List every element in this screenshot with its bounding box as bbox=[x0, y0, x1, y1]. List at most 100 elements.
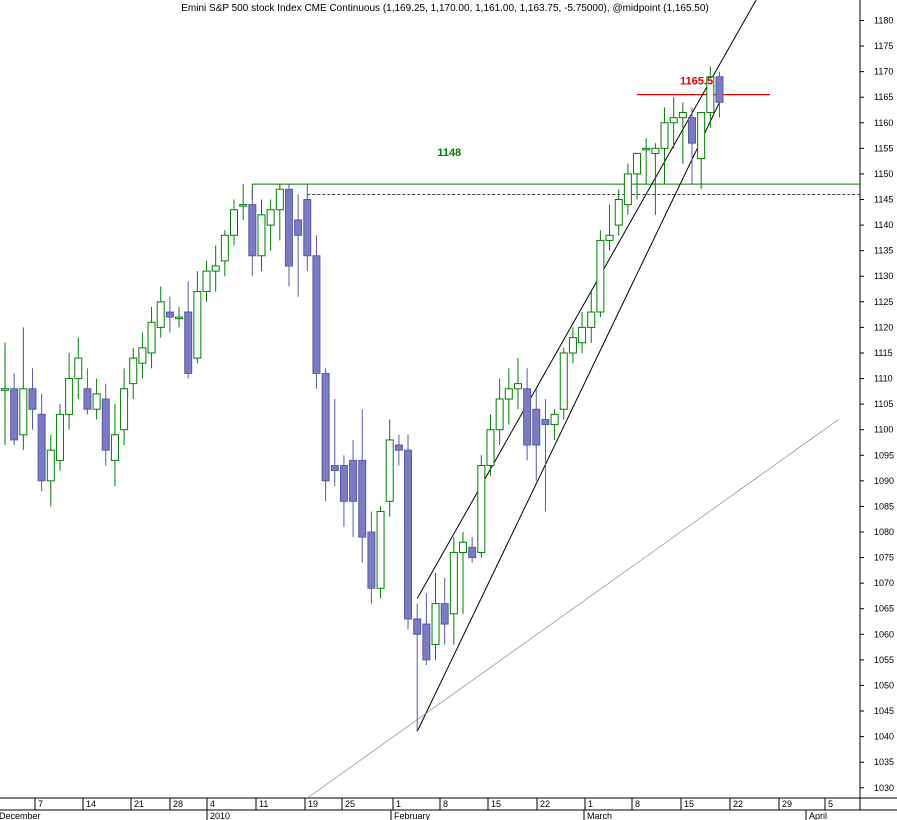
candle-body-up bbox=[19, 388, 28, 436]
candle bbox=[10, 373, 19, 446]
x-tick-label: 28 bbox=[173, 799, 183, 809]
candle bbox=[303, 184, 312, 272]
month-label: December bbox=[0, 811, 41, 820]
candle-body-up bbox=[376, 511, 385, 589]
candle bbox=[715, 71, 724, 118]
trendline-channel-lower bbox=[416, 102, 720, 732]
candle-body-down bbox=[248, 204, 257, 257]
candle-body-down bbox=[394, 444, 403, 451]
candle-body-down bbox=[330, 465, 339, 472]
candle-body-up bbox=[706, 76, 715, 114]
candle bbox=[257, 199, 266, 272]
y-tick-label: 1070 bbox=[874, 578, 894, 588]
candle bbox=[275, 184, 284, 241]
candle-body-up bbox=[65, 378, 74, 415]
candle bbox=[239, 184, 248, 220]
x-tick-label: 4 bbox=[210, 799, 215, 809]
candle-body-down bbox=[10, 388, 19, 441]
candle bbox=[83, 368, 92, 415]
y-tick-label: 1055 bbox=[874, 655, 894, 665]
candle bbox=[230, 199, 238, 246]
candle-body-down bbox=[468, 546, 477, 559]
candle-body-down bbox=[165, 311, 174, 318]
x-tick-label: 1 bbox=[588, 799, 593, 809]
candle-body-up bbox=[669, 117, 678, 124]
y-tick-label: 1035 bbox=[874, 757, 894, 767]
candle bbox=[504, 368, 513, 425]
candle bbox=[623, 163, 632, 215]
candle bbox=[495, 378, 504, 446]
candle bbox=[651, 143, 660, 215]
candle-body-down bbox=[422, 623, 431, 661]
candle-body-down bbox=[541, 418, 550, 426]
candle-body-down bbox=[523, 388, 532, 446]
y-tick-label: 1040 bbox=[874, 732, 894, 742]
candle bbox=[120, 368, 129, 446]
candle bbox=[587, 291, 596, 343]
y-tick-label: 1145 bbox=[874, 195, 893, 205]
y-tick-label: 1170 bbox=[874, 67, 893, 77]
candle-body-up bbox=[633, 152, 642, 175]
candle-body-up bbox=[175, 316, 184, 320]
candle bbox=[394, 434, 403, 466]
candle bbox=[248, 189, 257, 277]
candle-body-down bbox=[37, 413, 46, 482]
x-tick-label: 15 bbox=[491, 799, 501, 809]
candle bbox=[101, 383, 110, 466]
candle bbox=[193, 271, 202, 364]
x-tick-label: 1 bbox=[396, 799, 401, 809]
candle bbox=[559, 347, 568, 420]
candle-body-up bbox=[92, 393, 101, 410]
candle bbox=[147, 306, 156, 369]
candle bbox=[523, 368, 532, 461]
candle-body-down bbox=[28, 388, 37, 410]
x-tick-label: 14 bbox=[86, 799, 96, 809]
y-tick-label: 1120 bbox=[874, 322, 893, 332]
candle-body-down bbox=[440, 603, 449, 625]
candle-body-up bbox=[193, 291, 202, 359]
candle-body-up bbox=[486, 429, 495, 467]
candle-body-up bbox=[578, 326, 587, 344]
axes: 1030 1035 1040 1045 1050 1055 1060 1065 1070 1075… bbox=[0, 15, 894, 820]
candle-body-up bbox=[459, 541, 467, 553]
candle bbox=[92, 378, 101, 420]
candle-body-down bbox=[715, 76, 724, 103]
candle-body-up bbox=[230, 209, 238, 236]
candle-body-up bbox=[550, 413, 559, 426]
x-tick-label: 22 bbox=[733, 799, 743, 809]
candle-body-up bbox=[697, 112, 706, 160]
candle-body-up bbox=[477, 465, 486, 553]
y-tick-label: 1030 bbox=[874, 783, 894, 793]
candle bbox=[284, 184, 293, 287]
y-tick-label: 1110 bbox=[874, 374, 893, 384]
candle-body-down bbox=[532, 408, 541, 446]
candle bbox=[706, 66, 715, 128]
candle bbox=[413, 603, 422, 732]
y-tick-label: 1080 bbox=[874, 527, 894, 537]
candle bbox=[74, 337, 83, 399]
candle-body-up bbox=[275, 188, 284, 211]
candle bbox=[339, 455, 348, 527]
candle-body-down bbox=[349, 459, 358, 502]
candle-body-down bbox=[294, 219, 303, 236]
candle bbox=[138, 332, 147, 379]
candle-body-up bbox=[642, 147, 651, 151]
candle bbox=[642, 138, 651, 185]
y-tick-label: 1075 bbox=[874, 553, 894, 563]
candle bbox=[688, 107, 696, 185]
candle bbox=[330, 399, 339, 486]
month-label: March bbox=[587, 811, 612, 820]
candle bbox=[266, 199, 275, 251]
y-tick-label: 1065 bbox=[874, 604, 894, 614]
x-tick-label: 8 bbox=[443, 799, 448, 809]
candle-body-up bbox=[46, 449, 55, 482]
y-tick-label: 1140 bbox=[874, 220, 893, 230]
candle-body-up bbox=[660, 122, 669, 149]
y-tick-label: 1045 bbox=[874, 706, 894, 716]
y-tick-label: 1085 bbox=[874, 501, 894, 511]
candle-body-up bbox=[239, 204, 248, 207]
candle bbox=[367, 511, 376, 604]
candles bbox=[1, 66, 724, 732]
